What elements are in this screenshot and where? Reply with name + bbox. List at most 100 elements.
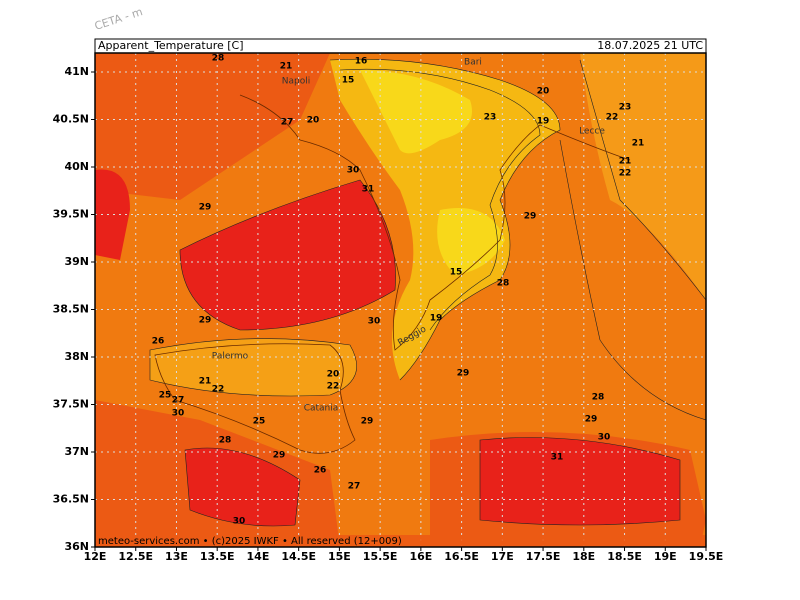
contour-label: 20 <box>327 370 340 380</box>
contour-line <box>179 179 396 331</box>
contour-label: 15 <box>450 268 463 278</box>
contour-label: 21 <box>199 377 212 387</box>
contour-label: 22 <box>606 113 619 123</box>
field-cold <box>437 208 505 275</box>
lon-label: 17.5E <box>526 550 561 563</box>
contour-label: 29 <box>273 451 286 461</box>
contour-label: 29 <box>199 316 212 326</box>
contour-label: 20 <box>537 87 550 97</box>
contour-label: 15 <box>342 76 355 86</box>
contour-line <box>339 68 541 331</box>
lon-label: 16E <box>409 550 432 563</box>
lon-label: 16.5E <box>444 550 479 563</box>
contour-line <box>479 437 681 526</box>
city-name: Catania <box>304 404 339 414</box>
contour-label: 16 <box>355 57 368 67</box>
lat-label: 39.5N <box>53 208 89 221</box>
contour-label: 30 <box>368 317 381 327</box>
contour-line <box>329 58 561 381</box>
lat-label: 39N <box>64 255 89 268</box>
lon-label: 14E <box>247 550 270 563</box>
contour-label: 21 <box>280 62 293 72</box>
contour-label: 20 <box>307 116 320 126</box>
field-mild <box>150 338 357 396</box>
contour-label: 27 <box>281 118 294 128</box>
contour-label: 31 <box>362 185 375 195</box>
contour-label: 19 <box>537 117 550 127</box>
coast-sicily <box>154 343 356 454</box>
contour-label: 25 <box>253 417 266 427</box>
lon-label: 14.5E <box>281 550 316 563</box>
contour-label: 22 <box>327 382 340 392</box>
lon-label: 18.5E <box>607 550 642 563</box>
lon-label: 18E <box>572 550 595 563</box>
lon-label: 13.5E <box>200 550 235 563</box>
lon-label: 12E <box>84 550 107 563</box>
lat-label: 37N <box>64 445 89 458</box>
footer-credit: meteo-services.com • (c)2025 IWKF • All … <box>98 536 402 547</box>
contour-line <box>149 338 357 397</box>
lon-label: 15.5E <box>363 550 398 563</box>
lat-label: 38.5N <box>53 303 89 316</box>
city-name: Bari <box>464 58 482 68</box>
lon-label: 19.5E <box>689 550 724 563</box>
contour-label: 28 <box>497 279 510 289</box>
lat-label: 40.5N <box>53 113 89 126</box>
timestamp: 18.07.2025 21 UTC <box>597 39 703 52</box>
contour-label: 29 <box>524 212 537 222</box>
contour-line <box>579 59 706 301</box>
field-hot <box>180 180 396 330</box>
field-hot <box>95 169 130 260</box>
lon-label: 19E <box>654 550 677 563</box>
contour-label: 25 <box>159 391 172 401</box>
map-field <box>95 53 706 547</box>
lat-label: 36.5N <box>53 493 89 506</box>
lat-label: 38N <box>64 350 89 363</box>
contour-label: 31 <box>551 453 564 463</box>
contour-label: 22 <box>212 385 225 395</box>
contour-label: 29 <box>457 369 470 379</box>
field-cold <box>360 70 472 154</box>
contours <box>149 58 706 527</box>
contour-label: 29 <box>199 203 212 213</box>
contour-label: 29 <box>585 415 598 425</box>
graticule: 41N 40.5N 40N 39.5N 39N 38.5N 38N 37.5N 37N 36.5N… <box>53 53 724 563</box>
map-frame <box>94 52 707 548</box>
lat-label: 41N <box>64 65 89 78</box>
lon-label: 17E <box>491 550 514 563</box>
contour-label: 26 <box>314 466 327 476</box>
contour-label: 28 <box>219 436 232 446</box>
city-name: Lecce <box>579 127 605 137</box>
field-hot <box>480 437 680 525</box>
city-name: Palermo <box>212 352 249 362</box>
lon-label: 13E <box>165 550 188 563</box>
coast-italy <box>239 94 631 351</box>
contour-label: 30 <box>233 517 246 527</box>
contour-label: 19 <box>430 314 443 324</box>
city-name: Napoli <box>282 77 310 87</box>
contour-label: 21 <box>632 139 645 149</box>
footer-bar <box>95 535 706 547</box>
contour-label: 27 <box>172 396 185 406</box>
contour-line <box>184 447 301 527</box>
lon-label: 15E <box>328 550 351 563</box>
map-title: Apparent_Temperature [C] <box>98 39 244 52</box>
contour-label: 23 <box>484 113 497 123</box>
contour-label: 30 <box>172 409 185 419</box>
lon-label: 12.5E <box>118 550 153 563</box>
contour-label: 26 <box>152 337 165 347</box>
contour-label: 27 <box>348 482 361 492</box>
lat-label: 40N <box>64 160 89 173</box>
contour-label: 22 <box>619 169 632 179</box>
contour-line <box>559 139 706 421</box>
field-hot <box>185 448 300 526</box>
contour-label: 28 <box>592 393 605 403</box>
contour-label: 29 <box>361 417 374 427</box>
lat-label: 37.5N <box>53 398 89 411</box>
model-label: CETA - m <box>93 5 144 33</box>
contour-label: 28 <box>212 54 225 64</box>
field-warm <box>95 53 330 200</box>
